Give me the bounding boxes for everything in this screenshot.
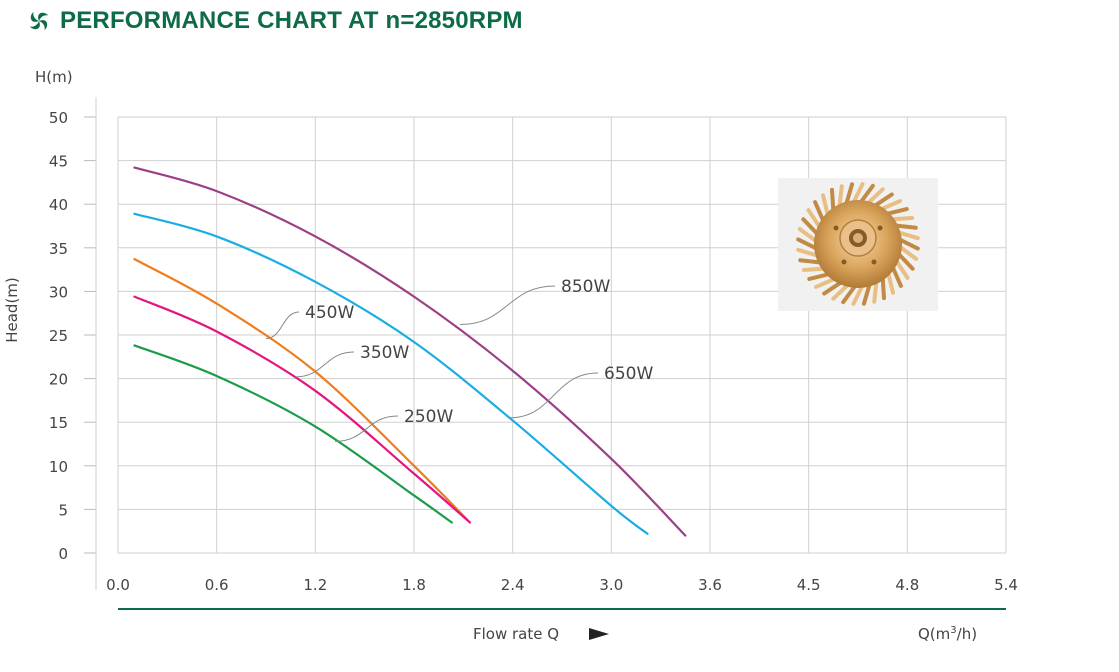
x-tick-label: 1.8 xyxy=(402,576,426,594)
x-axis-arrow-icon xyxy=(589,628,609,640)
y-tick-label: 30 xyxy=(49,283,68,301)
leader-line xyxy=(509,372,599,419)
series-line-850W xyxy=(133,166,687,537)
leader-line xyxy=(460,285,556,326)
series-label-650W: 650W xyxy=(604,364,653,384)
series-label-250W: 250W xyxy=(404,407,453,427)
x-axis-title: Flow rate Q xyxy=(473,625,559,643)
y-tick-label: 45 xyxy=(49,153,68,171)
x-tick-label: 1.2 xyxy=(303,576,327,594)
y-tick-label: 15 xyxy=(49,414,68,432)
leader-line xyxy=(295,351,355,378)
y-axis-title: Head(m) xyxy=(3,277,21,343)
series-label-850W: 850W xyxy=(561,277,610,297)
impeller-swirl-icon xyxy=(29,11,49,31)
series-label-leaders: 850W 650W 450W 350W 250W xyxy=(265,277,653,442)
x-tick-label: 3.6 xyxy=(698,576,722,594)
series-label-450W: 450W xyxy=(305,303,354,323)
y-tick-label: 10 xyxy=(49,458,68,476)
x-tick-label: 5.4 xyxy=(994,576,1018,594)
chart-header: PERFORMANCE CHART AT n=2850RPM xyxy=(28,6,523,36)
chart-grid xyxy=(84,97,1007,590)
leader-line xyxy=(265,311,300,339)
y-unit-label: H(m) xyxy=(35,68,73,86)
page-title: PERFORMANCE CHART AT n=2850RPM xyxy=(60,7,523,34)
impeller-image xyxy=(796,182,920,306)
y-tick-label: 50 xyxy=(49,109,68,127)
y-tick-label: 40 xyxy=(49,196,68,214)
series-line-350W xyxy=(133,295,472,524)
x-tick-label: 0.0 xyxy=(106,576,130,594)
x-tick-labels: 0.0 0.6 1.2 1.8 2.4 3.0 3.6 4.5 4.8 5.4 xyxy=(106,576,1018,594)
x-tick-label: 4.8 xyxy=(895,576,919,594)
y-tick-label: 0 xyxy=(58,545,68,563)
y-tick-label: 5 xyxy=(58,501,68,519)
leader-line xyxy=(335,415,399,442)
series-line-650W xyxy=(133,212,649,535)
y-tick-labels: 0 5 10 15 20 25 30 35 40 45 50 xyxy=(49,109,68,563)
x-tick-label: 4.5 xyxy=(797,576,821,594)
series-label-350W: 350W xyxy=(360,343,409,363)
x-tick-label: 3.0 xyxy=(599,576,623,594)
series-line-250W xyxy=(133,344,453,524)
y-tick-label: 25 xyxy=(49,327,68,345)
x-tick-label: 0.6 xyxy=(205,576,229,594)
brass-impeller-photo xyxy=(778,178,938,311)
y-tick-label: 35 xyxy=(49,240,68,258)
x-unit-label: Q(m3/h) xyxy=(918,625,977,643)
x-tick-label: 2.4 xyxy=(501,576,525,594)
y-tick-label: 20 xyxy=(49,371,68,389)
series-line-450W xyxy=(133,258,472,524)
